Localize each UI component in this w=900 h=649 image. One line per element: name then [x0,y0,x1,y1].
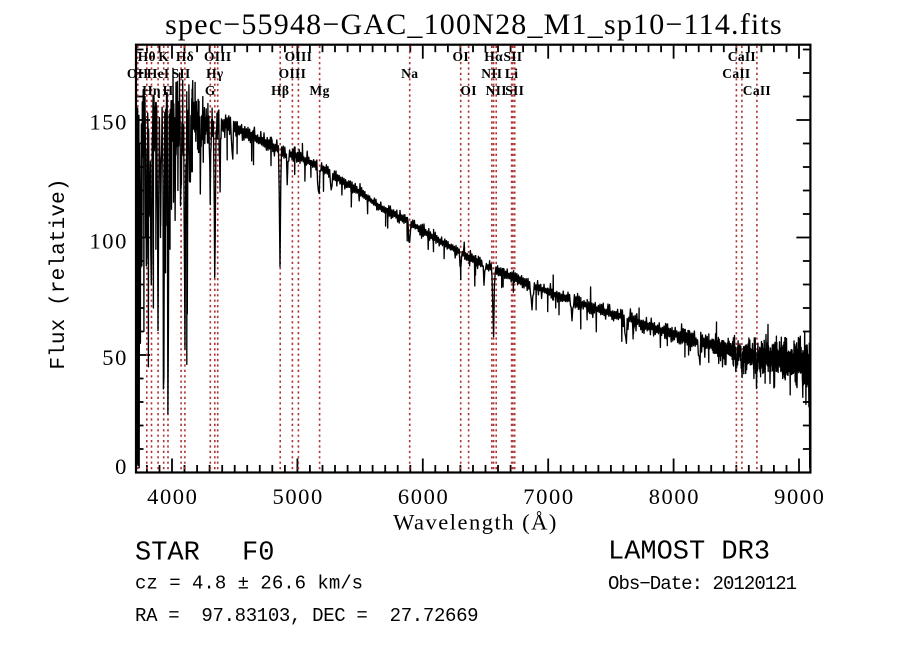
svg-text:spec−55948−GAC_100N28_M1_sp10−: spec−55948−GAC_100N28_M1_sp10−114.fits [165,8,783,41]
svg-text:F0: F0 [242,539,274,569]
svg-text:SII: SII [503,49,522,64]
svg-text:SII: SII [505,83,524,98]
svg-text:H: H [163,83,174,98]
svg-text:K: K [158,49,169,64]
svg-text:OII: OII [127,66,149,81]
svg-text:Hα: Hα [484,49,503,64]
svg-text:7000: 7000 [523,484,574,509]
svg-text:OIII: OIII [285,49,312,64]
svg-text:Hδ: Hδ [176,49,194,64]
svg-text:Hη: Hη [142,83,161,98]
svg-text:Li: Li [505,66,518,81]
svg-text:OI: OI [453,49,469,64]
svg-text:RA = 97.83103, DEC = 27.7266: RA = 97.83103, DEC = 27.72669 [135,605,478,627]
svg-text:CaII: CaII [722,66,750,81]
svg-text:5000: 5000 [272,484,323,509]
svg-text:STAR: STAR [135,539,200,569]
svg-text:150: 150 [89,110,128,135]
svg-text:OIII: OIII [279,66,306,81]
svg-text:Na: Na [401,66,418,81]
svg-text:9000: 9000 [774,484,825,509]
svg-text:Obs−Date: 20120121: Obs−Date: 20120121 [608,573,797,595]
svg-text:OIII: OIII [204,49,231,64]
svg-text:LAMOST DR3: LAMOST DR3 [608,537,770,567]
svg-text:CaII: CaII [728,49,756,64]
svg-text:Hβ: Hβ [271,83,289,98]
svg-text:G: G [205,83,216,98]
svg-text:NII: NII [486,83,507,98]
svg-text:6000: 6000 [398,484,449,509]
svg-text:cz = 4.8 ± 26.6 km/s: cz = 4.8 ± 26.6 km/s [135,573,363,595]
svg-text:Hγ: Hγ [206,66,224,81]
svg-text:Flux (relative): Flux (relative) [48,178,71,369]
svg-text:50: 50 [102,345,128,370]
svg-text:100: 100 [89,229,128,254]
svg-text:Wavelength (Å): Wavelength (Å) [393,509,558,534]
svg-text:SII: SII [172,66,191,81]
svg-text:HeI: HeI [147,66,170,81]
svg-text:OI: OI [460,83,476,98]
svg-text:0: 0 [115,454,128,479]
svg-text:Mg: Mg [310,83,330,98]
svg-text:4000: 4000 [147,484,198,509]
svg-text:Hθ: Hθ [138,49,156,64]
svg-text:8000: 8000 [649,484,700,509]
svg-text:CaII: CaII [743,83,771,98]
svg-text:NII: NII [481,66,502,81]
